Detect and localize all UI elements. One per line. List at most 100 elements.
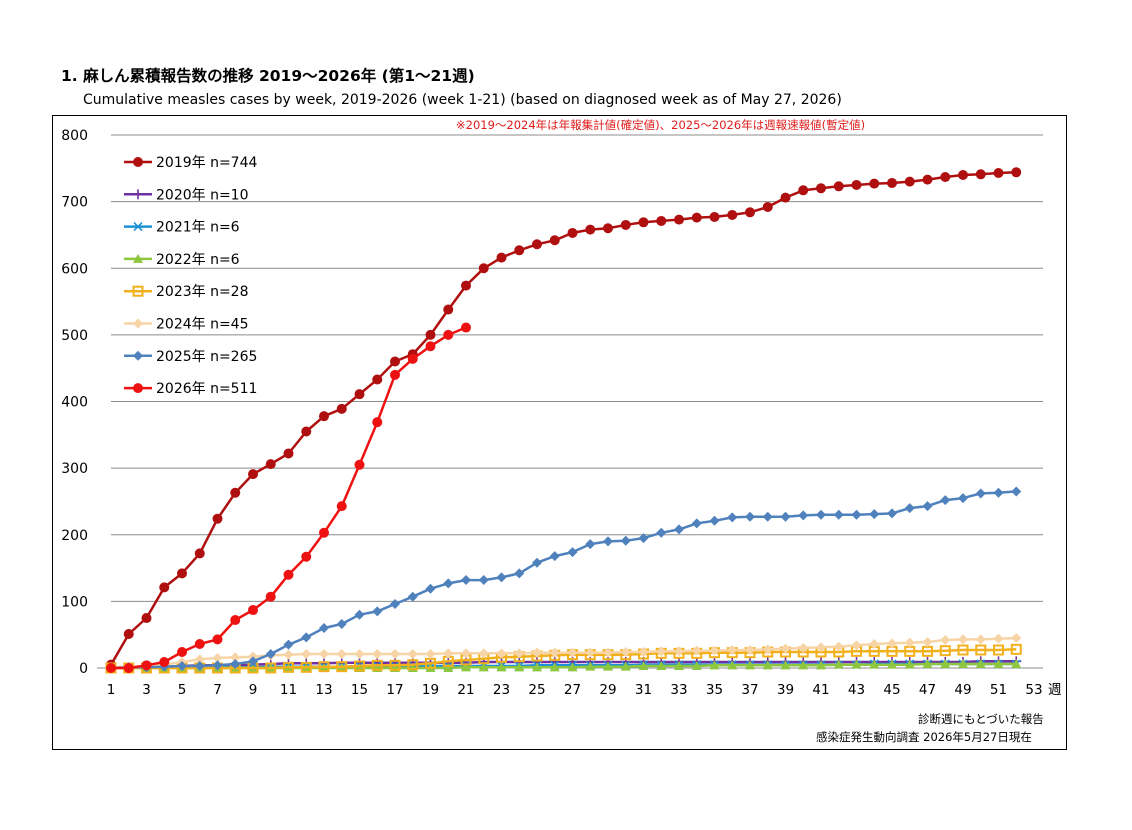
data-point [762,201,773,212]
data-point [336,403,347,414]
legend-item: 2019年 n=744 [124,155,257,171]
data-point [904,503,915,514]
data-point [514,245,525,256]
data-point [922,637,933,648]
data-point [230,487,241,498]
data-point [620,647,631,658]
x-axis-label: 週 [1048,682,1062,698]
data-point [283,661,294,673]
data-point [762,660,773,670]
data-point [230,652,241,663]
y-tick-label: 700 [61,195,88,211]
data-point [762,644,773,655]
data-point [833,181,844,192]
data-point [869,178,880,189]
x-tick-label: 27 [564,682,581,698]
data-point [212,634,223,645]
data-point [461,280,471,291]
data-point [283,569,294,580]
data-point [709,660,720,670]
x-tick-label: 1 [107,682,116,698]
data-point [496,252,507,263]
data-point [940,171,951,182]
y-tick-label: 600 [61,261,88,277]
data-point [1011,486,1022,497]
data-point [372,606,383,617]
data-point [532,557,542,568]
legend-swatch-marker [133,157,143,167]
data-point [798,660,809,670]
series-line [110,636,1017,669]
data-point [478,575,489,586]
data-point [230,659,241,670]
data-point [389,659,401,671]
data-point [638,647,649,658]
series-2026 [106,322,471,673]
data-point [638,661,649,671]
legend-swatch-marker [133,350,143,361]
data-point [496,662,507,672]
data-point [727,660,738,670]
data-point [1011,167,1022,178]
data-point [585,539,596,550]
data-point [745,660,755,670]
x-tick-label: 51 [990,682,1007,698]
data-point [620,661,631,671]
data-point [993,487,1004,498]
data-point [745,207,755,218]
data-point [265,649,276,660]
data-point [265,591,276,602]
data-point [248,656,258,667]
x-tick-label: 33 [670,682,687,698]
data-point [212,653,223,664]
legend-label: 2025年 n=265 [156,349,257,365]
data-point [549,662,560,672]
data-point [780,643,791,654]
data-point [638,533,649,544]
legend-item: 2021年 n=6 [124,220,240,236]
x-tick-label: 37 [741,682,758,698]
data-point [496,648,507,659]
data-point [674,646,684,657]
data-point [159,657,170,668]
data-point [319,649,329,660]
legend-item: 2025年 n=265 [124,349,257,365]
x-tick-label: 5 [178,682,187,698]
data-point [656,661,667,671]
data-point [177,647,187,658]
data-point [425,329,436,340]
grid-layer [111,134,1043,602]
data-point [532,239,542,250]
data-point [851,509,862,520]
legend-item: 2023年 n=28 [124,284,249,300]
data-point [940,495,951,506]
x-tick-label: 53 [1025,682,1042,698]
data-point [887,659,897,669]
legend-label: 2021年 n=6 [156,220,240,236]
series-line [111,326,467,670]
data-point [709,515,720,526]
data-point [354,649,365,660]
data-point [177,661,187,672]
data-point [816,642,826,653]
data-point [318,661,330,673]
x-tick-label: 25 [528,682,545,698]
page-title: 1. 麻しん累積報告数の推移 2019～2026年 (第1～21週) [61,67,475,85]
legend-label: 2022年 n=6 [156,252,240,268]
data-point [336,649,347,660]
data-point [212,513,223,524]
data-point [745,645,755,656]
data-point [443,663,454,672]
legend-label: 2019年 n=744 [156,155,257,171]
data-point [425,649,436,660]
data-point [194,639,205,650]
legend-swatch-marker [132,285,144,297]
data-point [425,583,436,594]
legend-swatch-marker [133,318,143,329]
data-point [957,644,969,656]
data-point [691,212,702,223]
data-point [319,623,329,634]
legend: 2019年 n=744 2020年 n=10 2021年 n=6 2022年 n=6 2… [124,155,257,397]
data-point [851,640,862,651]
